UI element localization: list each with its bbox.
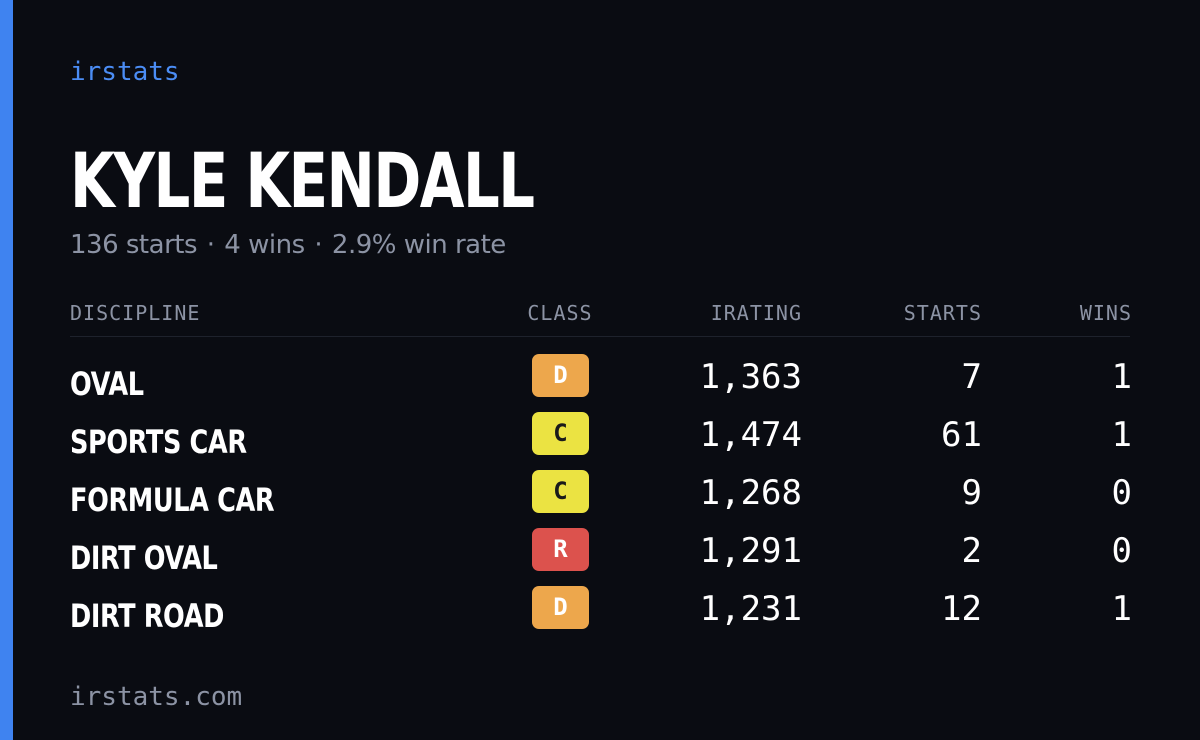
irating-cell: 1,474 (699, 415, 802, 455)
wins-cell: 1 (1111, 415, 1132, 455)
driver-summary: 136 starts · 4 wins · 2.9% win rate (70, 228, 506, 262)
irating-cell: 1,291 (699, 531, 802, 571)
header-starts: STARTS (903, 301, 982, 325)
starts-summary: 136 starts (70, 230, 198, 260)
header-wins: WINS (1079, 301, 1132, 325)
header-irating: IRATING (710, 301, 802, 325)
irating-cell: 1,231 (699, 589, 802, 629)
wins-cell: 1 (1111, 589, 1132, 629)
brand-logo: irstats (70, 57, 180, 87)
starts-cell: 12 (941, 589, 982, 629)
discipline-cell: SPORTS CAR (70, 423, 247, 461)
discipline-cell: OVAL (70, 365, 144, 403)
win-rate-summary: 2.9% win rate (331, 230, 506, 260)
wins-cell: 0 (1111, 473, 1132, 513)
table-row: DIRT ROAD D 1,231 12 1 (0, 586, 1200, 644)
starts-cell: 7 (961, 357, 982, 397)
discipline-cell: DIRT ROAD (70, 597, 224, 635)
accent-bar (0, 0, 13, 740)
table-row: OVAL D 1,363 7 1 (0, 354, 1200, 412)
header-class: CLASS (527, 301, 593, 325)
starts-cell: 2 (961, 531, 982, 571)
class-badge: D (532, 354, 589, 397)
starts-cell: 9 (961, 473, 982, 513)
irating-cell: 1,363 (699, 357, 802, 397)
class-badge: R (532, 528, 589, 571)
driver-name: KYLE KENDALL (70, 136, 535, 225)
starts-cell: 61 (941, 415, 982, 455)
table-row: SPORTS CAR C 1,474 61 1 (0, 412, 1200, 470)
irating-cell: 1,268 (699, 473, 802, 513)
summary-separator: · (206, 230, 215, 260)
discipline-cell: FORMULA CAR (70, 481, 275, 519)
discipline-cell: DIRT OVAL (70, 539, 218, 577)
wins-cell: 1 (1111, 357, 1132, 397)
wins-summary: 4 wins (224, 230, 305, 260)
header-discipline: DISCIPLINE (70, 301, 201, 325)
class-badge: C (532, 412, 589, 455)
table-row: DIRT OVAL R 1,291 2 0 (0, 528, 1200, 586)
wins-cell: 0 (1111, 531, 1132, 571)
footer-url: irstats.com (70, 682, 243, 712)
class-badge: D (532, 586, 589, 629)
header-divider (70, 336, 1130, 337)
table-row: FORMULA CAR C 1,268 9 0 (0, 470, 1200, 528)
class-badge: C (532, 470, 589, 513)
summary-separator: · (314, 230, 323, 260)
